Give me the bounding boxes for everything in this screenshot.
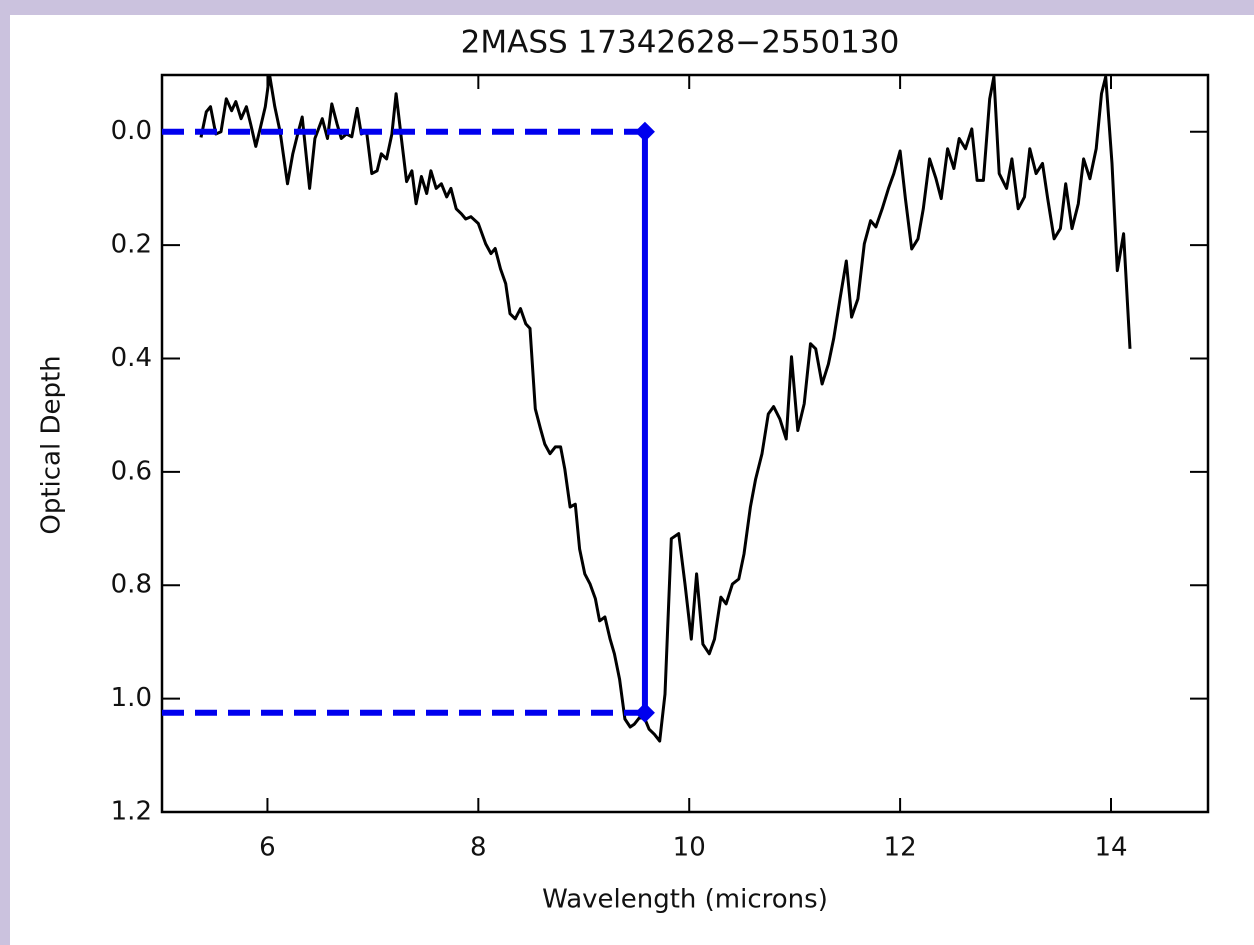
marker-diamond <box>634 121 655 142</box>
y-tick-label: 0.4 <box>111 343 152 373</box>
x-tick-label: 6 <box>259 833 276 863</box>
y-tick-label: 1.0 <box>111 683 152 713</box>
y-tick-label: 0.6 <box>111 456 152 486</box>
marker-diamond <box>634 702 655 723</box>
y-tick-label: 0.0 <box>111 116 152 146</box>
panel <box>10 15 1254 945</box>
y-tick-label: 0.8 <box>111 570 152 600</box>
y-tick-label: 1.2 <box>111 797 152 827</box>
x-axis-label: Wavelength (microns) <box>542 885 828 915</box>
y-tick-label: 0.2 <box>111 230 152 260</box>
plot-frame <box>160 73 1210 814</box>
chart-title: 2MASS 17342628−2550130 <box>461 25 900 61</box>
y-axis-label: Optical Depth <box>37 355 67 534</box>
x-tick-label: 8 <box>470 833 487 863</box>
x-tick-label: 10 <box>673 833 706 863</box>
x-tick-label: 14 <box>1094 833 1127 863</box>
x-tick-label: 12 <box>884 833 917 863</box>
